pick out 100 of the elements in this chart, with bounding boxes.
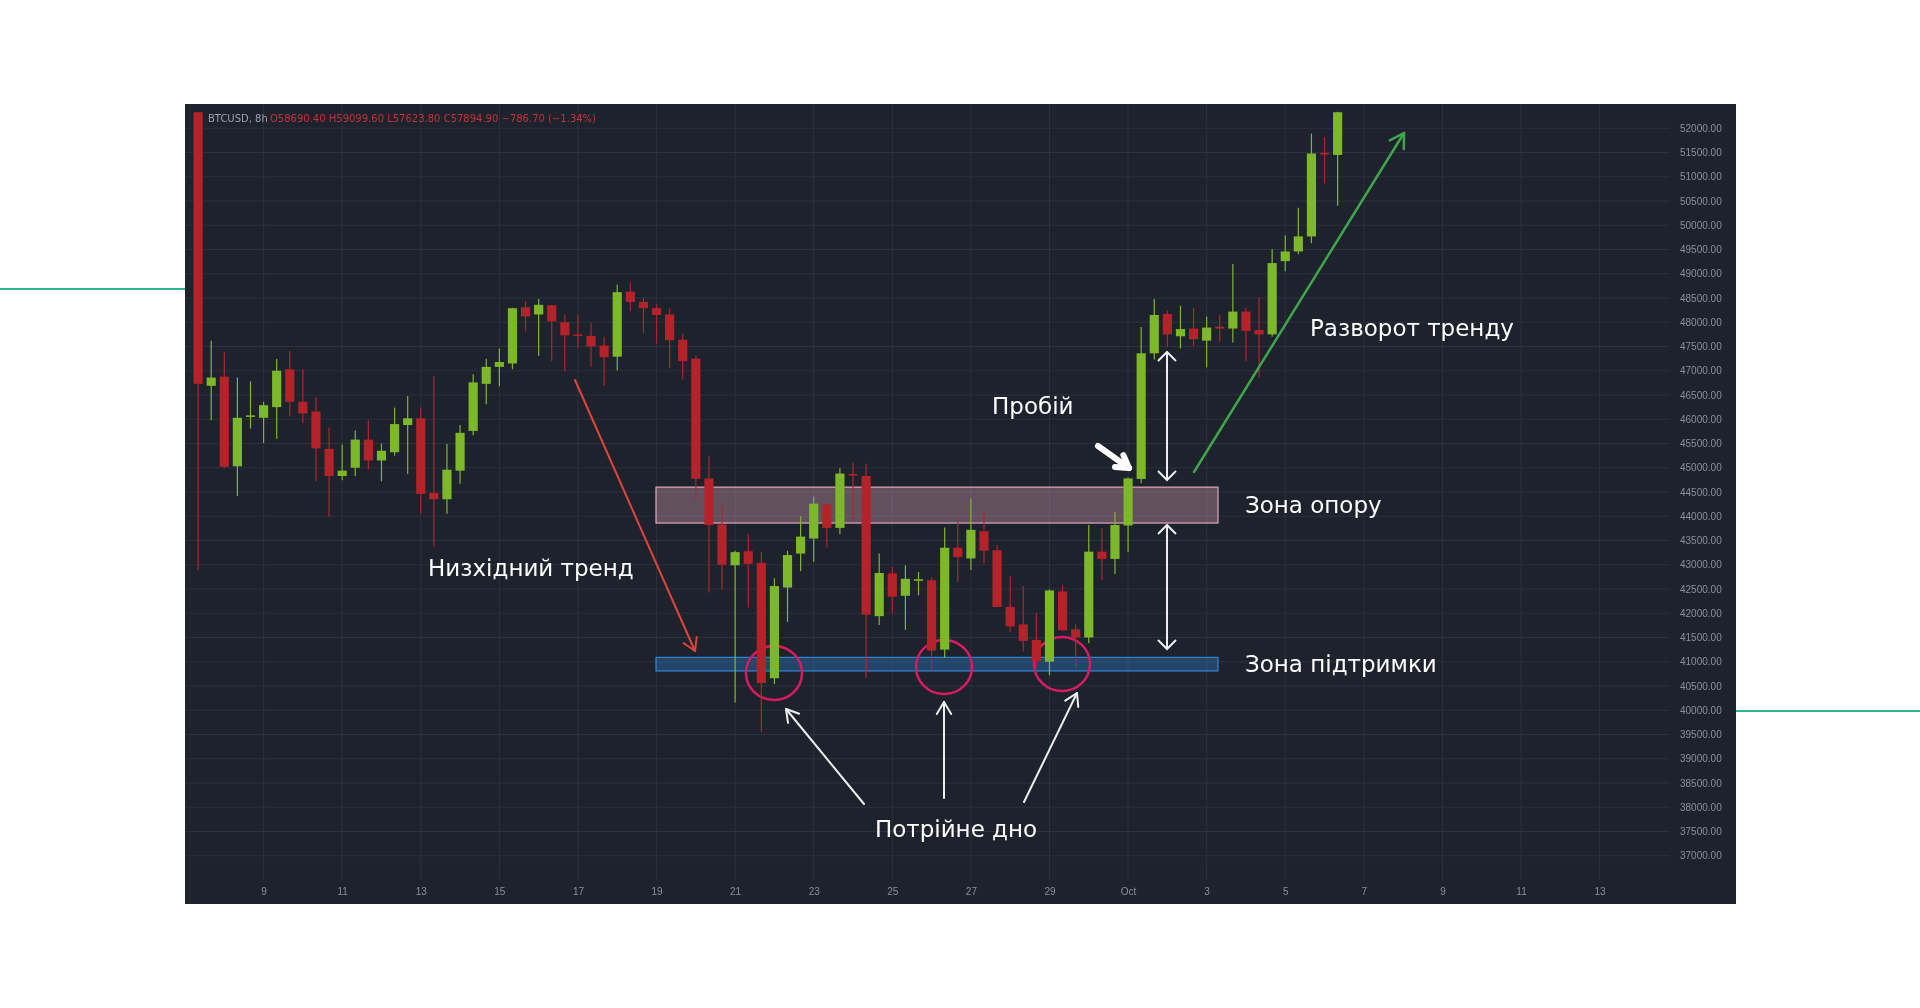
candlestick: [429, 375, 439, 548]
y-tick-label: 39500.00: [1680, 729, 1723, 741]
y-tick-label: 50500.00: [1680, 195, 1723, 207]
x-tick-label: 27: [965, 886, 978, 898]
y-tick-label: 47500.00: [1680, 341, 1723, 353]
candlestick: [1293, 207, 1303, 255]
y-tick-label: 48000.00: [1680, 316, 1723, 328]
x-tick-label: 13: [415, 886, 428, 898]
y-tick-label: 50000.00: [1680, 219, 1723, 231]
x-tick-label: 29: [1044, 886, 1056, 898]
y-tick-label: 44000.00: [1680, 510, 1723, 522]
candlestick: [494, 347, 504, 387]
candlestick: [678, 332, 688, 381]
y-tick-label: 40000.00: [1680, 704, 1723, 716]
candlestick: [1254, 296, 1264, 378]
candlestick: [1280, 234, 1290, 272]
candlestick: [599, 336, 609, 387]
y-tick-label: 43000.00: [1680, 559, 1723, 571]
y-tick-label: 41500.00: [1680, 632, 1723, 644]
y-tick-label: 37500.00: [1680, 826, 1723, 838]
x-tick-label: 9: [1440, 886, 1447, 898]
candlestick: [481, 358, 491, 405]
candlestick: [206, 340, 216, 421]
candlestick: [245, 380, 256, 430]
candlestick: [848, 462, 858, 522]
y-tick-label: 41000.00: [1680, 656, 1723, 668]
y-tick-label: 49000.00: [1680, 268, 1723, 280]
x-tick-label: 7: [1361, 886, 1368, 898]
candlestick: [520, 300, 531, 333]
candlestick: [1097, 527, 1107, 581]
text: O58690.40 H59099.60 L57623.80 C57894.90 −786.70 (−1.34%): [270, 113, 597, 124]
candlestick: [900, 564, 910, 631]
band-label: Зона підтримки: [1245, 651, 1437, 678]
candlestick: [1188, 307, 1199, 347]
candlestick: [913, 571, 924, 596]
candlestick: [1241, 307, 1251, 362]
y-tick-label: 46000.00: [1680, 413, 1723, 425]
candlestick: [1228, 263, 1238, 344]
band-label: Зона опору: [1245, 492, 1382, 519]
candlestick: [1162, 310, 1172, 348]
candlestick: [547, 304, 557, 362]
candlestick: [796, 515, 806, 572]
candlestick: [730, 550, 740, 704]
x-tick-label: 15: [494, 886, 506, 898]
annotation: Низхідний тренд: [428, 555, 634, 582]
y-tick-label: 51500.00: [1680, 147, 1723, 159]
annotation: Разворот тренду: [1310, 315, 1514, 342]
text: BTCUSD, 8h: [208, 113, 268, 124]
y-tick-label: 43500.00: [1680, 535, 1723, 547]
annotation: Пробій: [992, 393, 1074, 420]
candlestick: [1031, 612, 1041, 669]
candlestick: [363, 419, 373, 470]
candlestick: [953, 518, 963, 583]
candlestick: [259, 401, 269, 444]
candlestick: [376, 442, 387, 482]
y-tick-label: 37000.00: [1680, 850, 1723, 862]
candlestick: [1018, 585, 1028, 653]
y-tick-label: 49500.00: [1680, 244, 1723, 256]
candlestick: [1071, 623, 1081, 669]
x-tick-label: 9: [261, 886, 268, 898]
y-tick-label: 51000.00: [1680, 171, 1723, 183]
y-tick-label: 45500.00: [1680, 438, 1723, 450]
x-tick-label: 3: [1204, 886, 1211, 898]
y-tick-label: 44500.00: [1680, 486, 1723, 498]
x-tick-label: 5: [1282, 886, 1289, 898]
candlestick: [403, 395, 413, 475]
candlestick: [1202, 315, 1212, 368]
x-tick-label: 19: [651, 886, 664, 898]
y-tick-label: 52000.00: [1680, 122, 1723, 134]
candlestick: [298, 368, 308, 424]
annotation: Потрійне дно: [874, 816, 1038, 843]
candlestick: [1215, 314, 1225, 343]
y-tick-label: 42500.00: [1680, 583, 1723, 595]
candlestick: [743, 533, 753, 609]
x-tick-label: 11: [337, 886, 349, 898]
y-tick-label: 47000.00: [1680, 365, 1723, 377]
y-tick-label: 48500.00: [1680, 292, 1723, 304]
candlestick: [887, 566, 897, 614]
y-tick-label: 45000.00: [1680, 462, 1723, 474]
y-tick-label: 40500.00: [1680, 680, 1723, 692]
x-tick-label: 17: [572, 886, 585, 898]
candlestick: [560, 313, 570, 372]
candlestick: [1175, 305, 1186, 350]
y-tick-label: 39000.00: [1680, 753, 1723, 765]
x-tick-label: 13: [1594, 886, 1607, 898]
y-tick-label: 38500.00: [1680, 777, 1723, 789]
candlestick: [979, 510, 989, 565]
x-tick-label: 11: [1516, 886, 1528, 898]
candlestick: [573, 313, 583, 349]
x-tick-label: 25: [887, 886, 899, 898]
candlestick: [651, 303, 662, 345]
x-tick-label: Oct: [1120, 886, 1137, 898]
x-tick-label: 21: [730, 886, 742, 898]
candlestick: [822, 503, 832, 549]
y-tick-label: 38000.00: [1680, 801, 1723, 813]
candlestick: [534, 298, 544, 357]
y-tick-label: 42000.00: [1680, 607, 1723, 619]
y-tick-label: 46500.00: [1680, 389, 1723, 401]
candlestick: [1005, 575, 1015, 633]
candlestick: [337, 443, 347, 481]
